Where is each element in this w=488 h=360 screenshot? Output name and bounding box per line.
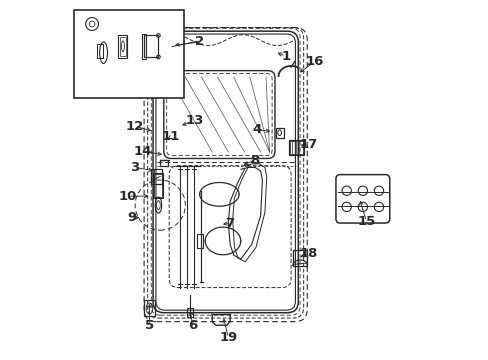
Bar bbox=[120, 37, 125, 56]
Text: 12: 12 bbox=[126, 120, 144, 133]
Bar bbox=[275, 128, 283, 138]
Text: 10: 10 bbox=[119, 190, 137, 203]
Text: 16: 16 bbox=[305, 55, 323, 68]
Text: 19: 19 bbox=[219, 331, 237, 344]
Bar bbox=[289, 140, 303, 155]
Bar bbox=[97, 44, 103, 58]
Text: 1: 1 bbox=[281, 50, 290, 63]
Bar bbox=[74, 10, 183, 98]
Bar bbox=[144, 300, 155, 316]
Text: 7: 7 bbox=[225, 216, 234, 230]
Text: 6: 6 bbox=[187, 319, 197, 332]
Text: 13: 13 bbox=[185, 114, 203, 127]
Bar bbox=[187, 308, 192, 317]
Bar bbox=[142, 34, 145, 59]
Text: 2: 2 bbox=[195, 35, 204, 49]
Bar bbox=[151, 169, 162, 184]
Bar bbox=[197, 234, 203, 248]
Text: 8: 8 bbox=[250, 154, 259, 167]
Bar bbox=[290, 141, 302, 154]
Text: 11: 11 bbox=[162, 130, 180, 144]
Text: 18: 18 bbox=[299, 247, 318, 260]
Bar bbox=[292, 250, 306, 266]
Text: 14: 14 bbox=[133, 145, 151, 158]
Bar bbox=[160, 160, 168, 166]
Text: 5: 5 bbox=[144, 319, 154, 332]
Text: 4: 4 bbox=[252, 123, 261, 136]
Text: 3: 3 bbox=[130, 161, 140, 174]
Text: 15: 15 bbox=[357, 215, 375, 228]
Bar bbox=[153, 173, 163, 198]
Bar bbox=[144, 36, 158, 57]
Bar bbox=[154, 174, 162, 197]
Text: 9: 9 bbox=[127, 211, 136, 224]
Text: 17: 17 bbox=[299, 138, 318, 150]
Bar bbox=[118, 35, 127, 58]
